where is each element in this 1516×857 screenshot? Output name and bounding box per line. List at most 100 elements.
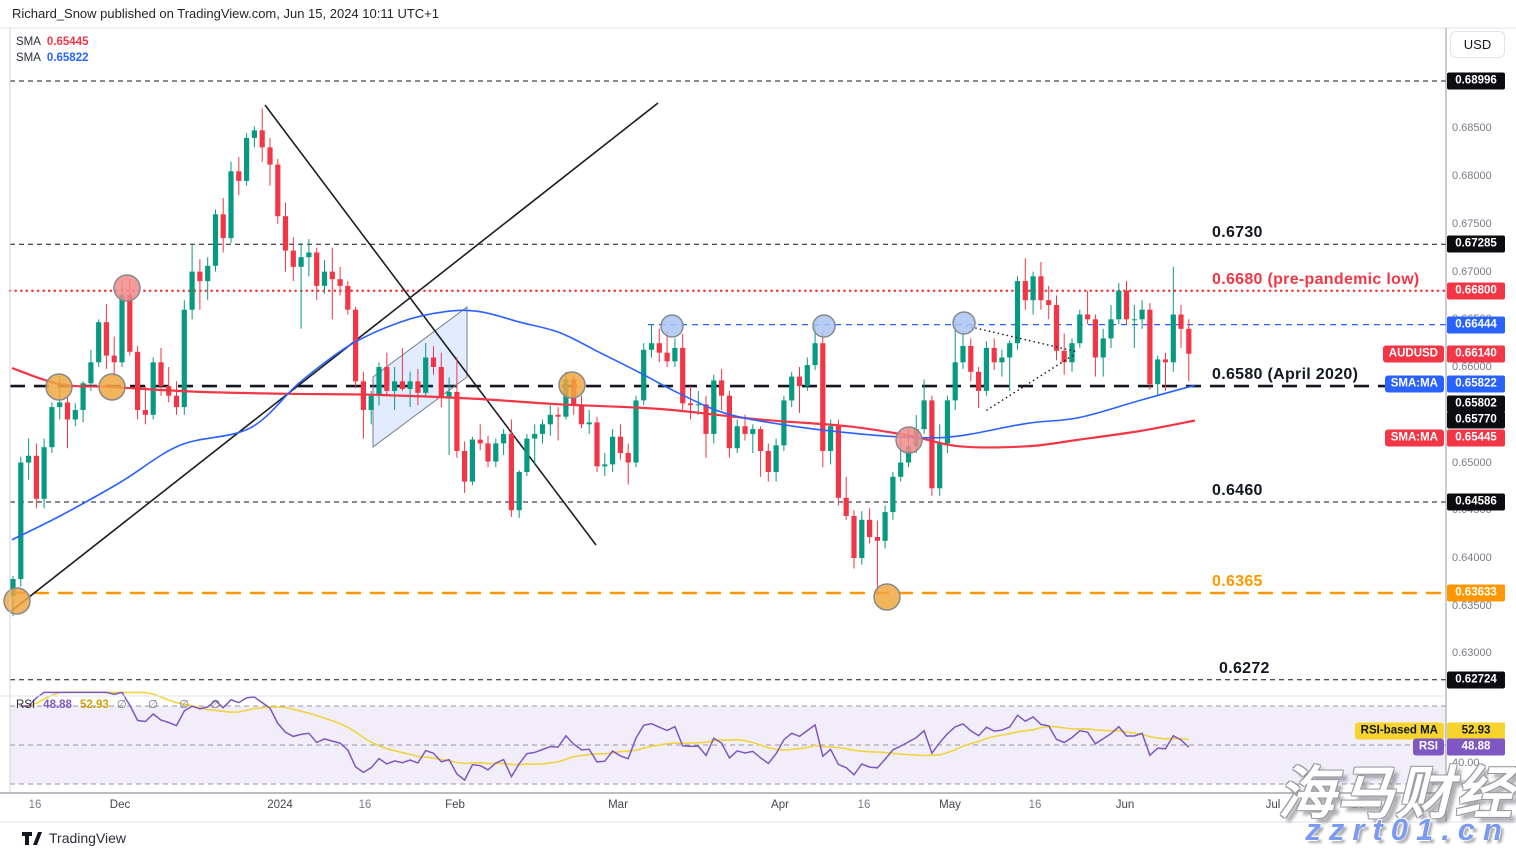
orange-marker-circle[interactable] [45, 373, 73, 401]
candle [1131, 305, 1137, 348]
sma-slow-legend-row: SMA 0.65445 [16, 34, 95, 50]
pennant-dotted-line-1[interactable] [966, 325, 1079, 353]
rsi-title: RSI [16, 699, 36, 711]
candle [547, 405, 553, 436]
candle [49, 402, 55, 453]
time-axis-label: 16 [1028, 799, 1042, 811]
candle [103, 304, 109, 369]
candle [72, 403, 78, 427]
candle [189, 244, 195, 320]
indicator-legend: SMA 0.65445 SMA 0.65822 [16, 34, 95, 66]
time-axis-label: Apr [771, 799, 789, 811]
candle [1030, 271, 1036, 315]
candle [976, 367, 982, 409]
candle [937, 424, 943, 496]
candle [1123, 281, 1130, 325]
candle [765, 443, 771, 482]
rsi-value: 48.88 [43, 699, 72, 711]
orange-marker-circle[interactable] [873, 583, 901, 611]
time-axis-label: Feb [445, 799, 465, 811]
tradingview-brand[interactable]: TradingView [49, 830, 127, 846]
blue-marker-circle[interactable] [660, 314, 684, 338]
orange-marker-circle[interactable] [98, 373, 126, 401]
candle [1061, 333, 1067, 375]
candle [267, 137, 273, 186]
candle [236, 157, 242, 196]
price-badge: 0.67285 [1447, 235, 1505, 253]
candle [999, 349, 1005, 377]
trendline-1[interactable] [9, 102, 659, 613]
candle [181, 300, 187, 415]
rsi-line [20, 691, 1190, 782]
candle [337, 266, 343, 296]
candle [64, 397, 71, 449]
price-badge: 0.65822 [1447, 375, 1505, 393]
currency-toggle-button[interactable]: USD [1450, 31, 1505, 58]
price-badge: 0.65445 [1447, 429, 1505, 447]
candle [197, 259, 203, 310]
candle [88, 349, 94, 391]
orange-marker-circle[interactable] [558, 371, 586, 399]
price-badge: 0.64586 [1447, 493, 1505, 511]
price-badge: 0.65802 [1447, 395, 1505, 413]
candle [843, 476, 849, 520]
candle [726, 390, 732, 458]
candle [1046, 285, 1052, 320]
plot-tag-badge: SMA:MA [1384, 429, 1444, 447]
candle [882, 505, 888, 549]
plot-tag-badge: AUDUSD [1382, 345, 1444, 363]
candle [205, 257, 211, 301]
candle [610, 429, 616, 472]
orange-marker-circle[interactable] [3, 587, 31, 615]
price-badge: 0.65770 [1447, 411, 1505, 429]
pennant-dotted-line-2[interactable] [986, 353, 1076, 411]
candle [617, 424, 623, 460]
trendline-2[interactable] [264, 104, 597, 546]
candle [212, 209, 219, 272]
pink-marker-circle[interactable] [895, 426, 923, 454]
candle [469, 436, 475, 486]
candle [384, 352, 390, 396]
candle [929, 395, 935, 496]
candle [1155, 355, 1161, 396]
candle [508, 419, 514, 517]
plot-tag-badge: SMA:MA [1384, 375, 1444, 393]
candle [952, 319, 958, 410]
blue-marker-circle[interactable] [952, 311, 976, 335]
tradingview-logo-icon[interactable] [22, 831, 42, 846]
rsi-tag-badge: RSI-based MA [1354, 722, 1444, 740]
candle [524, 433, 530, 476]
candle [1147, 303, 1153, 390]
sma-slow-label: SMA [16, 36, 41, 48]
candle [259, 108, 265, 162]
sma-fast-legend-row: SMA 0.65822 [16, 50, 95, 66]
candle [166, 367, 172, 403]
price-badge: 0.63633 [1447, 584, 1505, 602]
candle [353, 306, 359, 388]
pink-marker-circle[interactable] [113, 274, 141, 302]
candle [742, 414, 748, 441]
time-axis-label: 16 [1351, 799, 1365, 811]
candle [446, 377, 452, 455]
candle [96, 319, 102, 367]
candle [1116, 283, 1122, 325]
candle [874, 520, 880, 595]
candle [220, 198, 226, 253]
blue-marker-circle[interactable] [812, 314, 836, 338]
candle [18, 456, 24, 587]
rsi-legend: RSI 48.88 52.93 ∅ ∅ ∅ ∅ [16, 697, 237, 711]
sma-fast-line [11, 309, 1196, 541]
time-axis-label: 16 [28, 799, 42, 811]
footer: TradingView [22, 830, 126, 846]
candle [477, 424, 483, 451]
price-axis-label: 0.68000 [1452, 170, 1492, 183]
candle [851, 510, 857, 569]
candle [290, 237, 296, 282]
price-axis-label: 0.67500 [1452, 217, 1492, 230]
level-annotation-label: 0.6580 (April 2020) [1212, 366, 1359, 384]
level-annotation-label: 0.6272 [1219, 659, 1270, 677]
candle [158, 347, 164, 396]
rsi-badge: 52.93 [1447, 722, 1505, 740]
candle [501, 429, 507, 455]
